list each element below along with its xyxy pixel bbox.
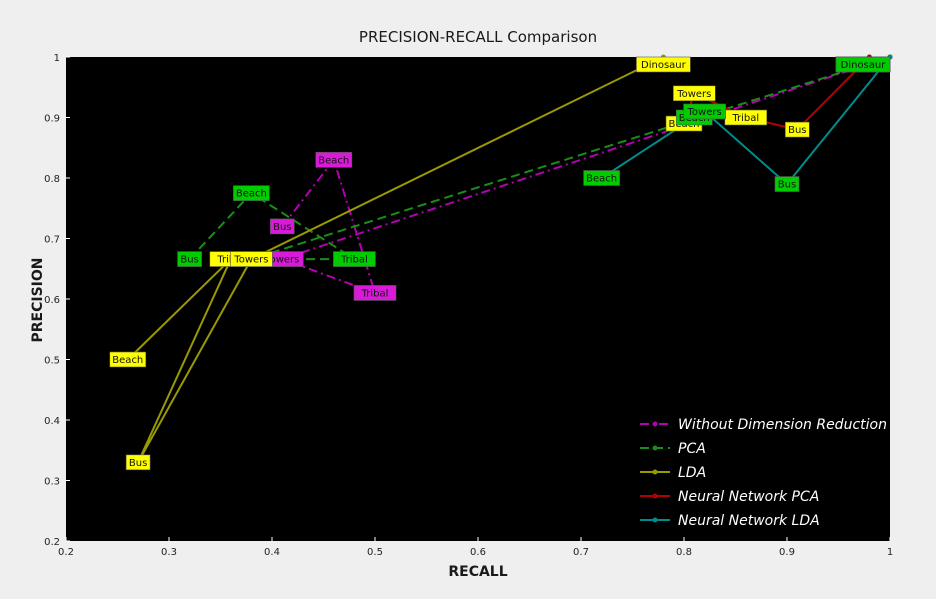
point-label-pca: Tribal xyxy=(340,255,368,266)
y-tick-label: 0.3 xyxy=(44,477,60,488)
point-label-neural-network-pca: Towers xyxy=(676,89,711,100)
point-label-box-lda xyxy=(636,56,691,73)
legend-label-neural-network-pca: Neural Network PCA xyxy=(678,489,819,505)
point-label-lda: Towers xyxy=(233,255,268,266)
point-label-without-dimension-reduction: Bus xyxy=(273,222,291,233)
y-tick-label: 0.7 xyxy=(44,235,60,246)
legend-marker-pca xyxy=(652,445,658,451)
point-label-without-dimension-reduction: Beach xyxy=(318,155,349,166)
point-label-box-without-dimension-reduction xyxy=(269,218,295,235)
point-label-box-neural-network-lda xyxy=(774,176,800,192)
x-tick-label: 0.2 xyxy=(58,547,74,558)
x-tick-label: 0.3 xyxy=(161,547,177,558)
point-label-box-without-dimension-reduction xyxy=(353,285,397,301)
y-tick-label: 0.5 xyxy=(44,356,60,367)
point-label-neural-network-pca: Bus xyxy=(788,125,806,136)
x-tick-label: 0.4 xyxy=(264,547,280,558)
point-label-without-dimension-reduction: Towers xyxy=(264,255,299,266)
x-tick-label: 0.8 xyxy=(676,547,692,558)
legend: Without Dimension Reduction PCA LDA Neural … xyxy=(640,417,887,529)
point-label-box-without-dimension-reduction xyxy=(315,152,353,168)
point-label-box-pca xyxy=(233,185,270,201)
x-tick-label: 0.9 xyxy=(779,547,795,558)
point-label-box-pca xyxy=(177,251,202,267)
x-axis-label: RECALL xyxy=(448,564,507,580)
point-label-box-neural-network-lda xyxy=(683,103,726,120)
legend-marker-neural-network-lda xyxy=(652,517,658,523)
point-label-neural-network-lda: Beach xyxy=(586,174,617,185)
chart-title: PRECISION-RECALL Comparison xyxy=(359,28,597,46)
legend-marker-neural-network-pca xyxy=(652,493,658,499)
legend-label-lda: LDA xyxy=(678,465,706,481)
legend-marker-without-dimension-reduction xyxy=(652,421,658,427)
point-label-box-lda xyxy=(125,454,151,471)
legend-label-without-dimension-reduction: Without Dimension Reduction xyxy=(678,417,887,433)
point-label-box-pca xyxy=(333,251,376,267)
y-tick-label: 1 xyxy=(54,53,60,64)
point-label-box-neural-network-lda xyxy=(583,170,620,186)
point-label-pca: Beach xyxy=(236,189,267,200)
point-label-box-lda xyxy=(230,251,273,267)
point-label-lda: Dinosaur xyxy=(641,60,687,71)
y-tick-label: 0.2 xyxy=(44,537,60,548)
legend-label-pca: PCA xyxy=(678,441,706,457)
point-label-neural-network-lda: Dinosaur xyxy=(841,60,887,71)
point-label-box-neural-network-pca xyxy=(784,121,810,138)
point-label-without-dimension-reduction: Tribal xyxy=(361,288,389,299)
x-tick-label: 0.6 xyxy=(470,547,486,558)
plot-area xyxy=(66,57,890,541)
x-tick-label: 0.7 xyxy=(573,547,589,558)
point-label-box-lda xyxy=(109,351,147,368)
y-tick-label: 0.6 xyxy=(44,295,60,306)
y-tick-label: 0.8 xyxy=(44,174,60,185)
point-label-box-neural-network-pca xyxy=(672,85,716,102)
y-tick-label: 0.9 xyxy=(44,114,60,125)
legend-label-neural-network-lda: Neural Network LDA xyxy=(678,513,820,529)
x-tick-label: 0.5 xyxy=(367,547,383,558)
x-tick-label: 1 xyxy=(887,547,893,558)
point-label-neural-network-pca: Tribal xyxy=(731,113,759,124)
y-tick-label: 0.4 xyxy=(44,416,60,427)
point-label-lda: Beach xyxy=(112,355,143,366)
legend-marker-lda xyxy=(652,469,658,475)
point-label-pca: Bus xyxy=(180,255,198,266)
point-label-lda: Bus xyxy=(129,458,147,469)
point-label-neural-network-lda: Bus xyxy=(778,180,796,191)
point-label-neural-network-lda: Towers xyxy=(687,107,722,118)
point-label-box-neural-network-lda xyxy=(835,56,891,73)
y-axis-label: PRECISION xyxy=(30,258,46,343)
